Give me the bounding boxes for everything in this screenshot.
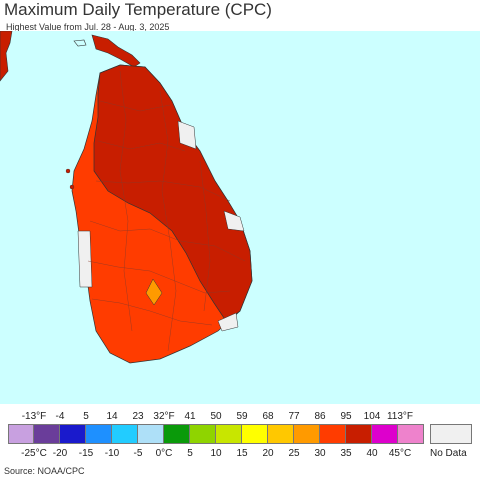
no-data-southeast [217, 312, 239, 332]
legend-color-swatch [8, 424, 34, 444]
jaffna-peninsula [91, 34, 141, 68]
legend-color-swatch [112, 424, 138, 444]
legend-color-swatch [216, 424, 242, 444]
map-subtitle: Highest Value from Jul. 28 - Aug. 3, 202… [6, 22, 170, 32]
legend-f-label: 50 [210, 411, 222, 422]
legend-f-label: 32°F [153, 411, 175, 422]
legend-f-label: 104 [363, 411, 381, 422]
legend-c-label: 15 [236, 448, 248, 459]
legend-color-swatch [320, 424, 346, 444]
legend-c-label: -15 [78, 448, 94, 459]
legend-color-swatch [190, 424, 216, 444]
legend-c-label: -25°C [21, 448, 47, 459]
legend-f-label: 41 [184, 411, 196, 422]
legend-color-swatch [294, 424, 320, 444]
source-credit: Source: NOAA/CPC [4, 466, 85, 476]
no-data-east-coast [223, 210, 245, 232]
legend-f-label: -13°F [21, 411, 47, 422]
legend-color-swatch [398, 424, 424, 444]
northern-island [73, 39, 87, 47]
legend-color-swatch [34, 424, 60, 444]
legend-f-label: 5 [83, 411, 89, 422]
legend-c-label: 45°C [388, 448, 412, 459]
legend-color-swatch [268, 424, 294, 444]
legend-c-label: 40 [366, 448, 378, 459]
legend-f-label: 23 [132, 411, 144, 422]
legend-c-label: 25 [288, 448, 300, 459]
legend-c-label: 5 [187, 448, 193, 459]
temperature-map [0, 31, 480, 404]
legend-f-label: 14 [106, 411, 118, 422]
legend-f-label: 86 [314, 411, 326, 422]
legend-f-label: 95 [340, 411, 352, 422]
india-coast-region [0, 31, 13, 82]
legend-color-swatch [60, 424, 86, 444]
legend-no-data-label: No Data [430, 448, 467, 459]
legend-f-label: 77 [288, 411, 300, 422]
legend-c-label: 0°C [155, 448, 173, 459]
legend-c-label: 35 [340, 448, 352, 459]
legend-color-swatch [242, 424, 268, 444]
legend-celsius-labels: -25°C -20 -15 -10 -5 0°C 5 10 15 20 25 3… [0, 448, 480, 460]
legend-f-label: 59 [236, 411, 248, 422]
legend-colorbar [8, 424, 424, 444]
legend-color-swatch [164, 424, 190, 444]
coastal-islet [65, 168, 71, 174]
legend-c-label: -5 [133, 448, 143, 459]
district-boundaries [87, 70, 246, 352]
hill-country-spot [145, 278, 163, 306]
no-data-east [177, 120, 197, 150]
map-title: Maximum Daily Temperature (CPC) [4, 0, 272, 19]
legend-color-swatch [86, 424, 112, 444]
legend-no-data-swatch [430, 424, 472, 444]
legend-f-label: -4 [55, 411, 65, 422]
legend-c-label: -10 [104, 448, 120, 459]
legend-color-swatch [346, 424, 372, 444]
legend-c-label: 30 [314, 448, 326, 459]
legend-color-swatch [138, 424, 164, 444]
no-data-west [77, 230, 93, 288]
legend-c-label: 20 [262, 448, 274, 459]
legend-f-label: 113°F [386, 411, 414, 422]
legend-color-swatch [372, 424, 398, 444]
legend-fahrenheit-labels: -13°F -4 5 14 23 32°F 41 50 59 68 77 86 … [0, 411, 480, 423]
legend-c-label: 10 [210, 448, 222, 459]
legend-f-label: 68 [262, 411, 274, 422]
coastal-islet [69, 184, 75, 190]
legend-c-label: -20 [52, 448, 68, 459]
map-svg [0, 31, 253, 364]
